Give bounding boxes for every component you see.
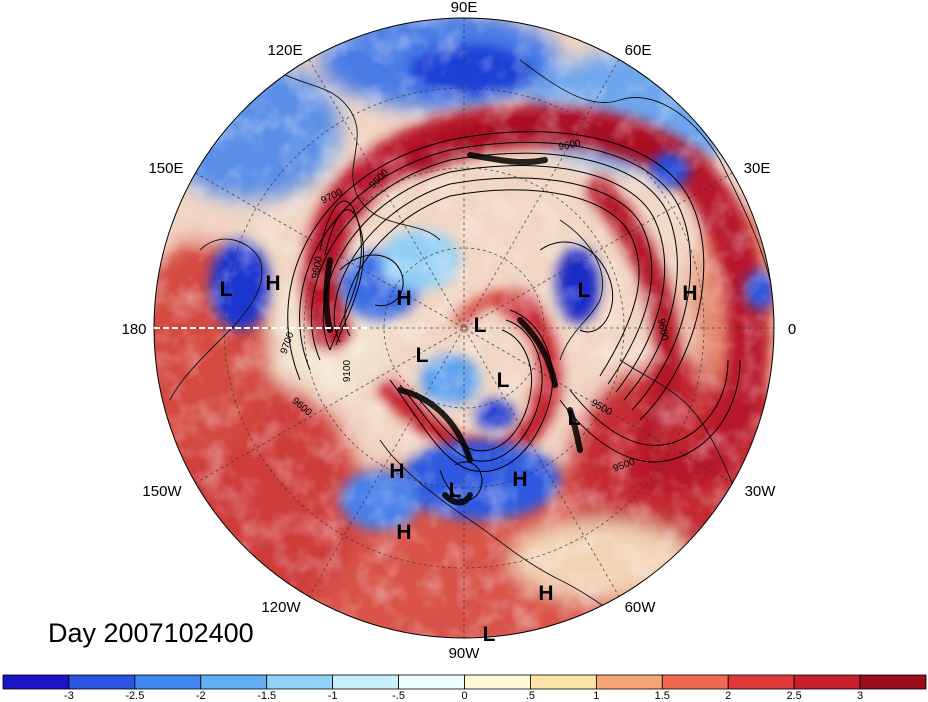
lon-label-30W: 30W [745, 483, 777, 500]
pressure-center-h: H [396, 521, 411, 544]
colorbar-tick-label: 2 [725, 690, 731, 702]
colorbar-swatch [595, 674, 663, 690]
lon-label-120E: 120E [267, 42, 302, 59]
pressure-center-l: L [449, 479, 462, 502]
lon-label-60W: 60W [625, 599, 657, 616]
contour-label: 9600 [558, 138, 582, 153]
colorbar-swatch [200, 674, 268, 690]
pressure-center-h: H [396, 287, 411, 310]
colorbar: -3 -2.5 -2 -1.5 -1 -.5 0 .5 1 1.5 2 2.5 3 [2, 674, 927, 702]
colorbar-swatch [859, 674, 927, 690]
colorbar-tick-label: .5 [526, 690, 535, 702]
pressure-center-l: L [578, 279, 591, 302]
colorbar-tick-label: -2 [196, 690, 206, 702]
colorbar-swatch [661, 674, 729, 690]
colorbar-swatch [398, 674, 465, 690]
colorbar-tick-label: 0 [461, 690, 467, 702]
pressure-center-h: H [682, 282, 697, 305]
contour-label: 9100 [342, 359, 353, 382]
lon-label-60E: 60E [625, 42, 652, 59]
anomaly-field [154, 18, 774, 638]
pressure-center-h: H [538, 582, 553, 605]
colorbar-swatch [530, 674, 597, 690]
colorbar-swatch [332, 674, 399, 690]
pressure-center-h: H [389, 460, 404, 483]
colorbar-tick-label: -2.5 [125, 690, 144, 702]
pressure-center-l: L [497, 369, 510, 392]
pressure-center-h: H [265, 272, 280, 295]
lon-label-150E: 150E [148, 160, 183, 177]
colorbar-tick-label: -.5 [392, 690, 405, 702]
colorbar-swatch [2, 674, 70, 690]
pressure-center-l: L [220, 278, 233, 301]
lon-label-90W: 90W [449, 645, 481, 662]
contour-label: 9600 [310, 255, 325, 279]
lon-label-120W: 120W [261, 599, 301, 616]
pressure-center-l: L [568, 407, 581, 430]
lon-label-30E: 30E [744, 160, 771, 177]
contour-label: 9600 [655, 318, 670, 342]
colorbar-tick-label: 1 [593, 690, 599, 702]
pressure-center-l: L [483, 623, 496, 646]
lon-label-180: 180 [121, 321, 146, 338]
pressure-center-l: L [474, 314, 487, 337]
colorbar-swatch [727, 674, 795, 690]
colorbar-tick-label: 1.5 [655, 690, 670, 702]
lon-label-150W: 150W [142, 483, 182, 500]
lon-label-90E: 90E [451, 0, 478, 16]
pressure-center-labels: L H H L L L H L H H H L H L L [220, 272, 698, 646]
colorbar-tick-label: 3 [857, 690, 863, 702]
colorbar-swatch [266, 674, 334, 690]
colorbar-tick-label: -1 [328, 690, 338, 702]
colorbar-swatch [464, 674, 531, 690]
pressure-center-l: L [416, 344, 429, 367]
colorbar-tick-label: -3 [64, 690, 74, 702]
colorbar-swatch [134, 674, 202, 690]
colorbar-tick-label: -1.5 [257, 690, 276, 702]
colorbar-swatch [68, 674, 136, 690]
colorbar-tick-label: 2.5 [786, 690, 801, 702]
colorbar-swatch [793, 674, 861, 690]
day-label: Day 2007102400 [48, 618, 254, 648]
pressure-center-h: H [512, 468, 527, 491]
longitude-labels: 90E 60E 30E 0 30W 60W 90W 120W 150W 180 150E 120E [121, 0, 796, 662]
lon-label-0: 0 [788, 321, 796, 338]
